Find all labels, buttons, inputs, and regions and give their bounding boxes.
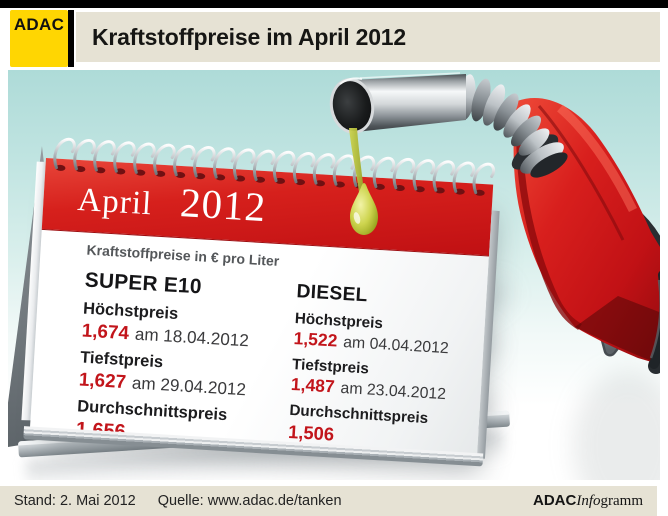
footer-bar: Stand: 2. Mai 2012 Quelle: www.adac.de/t… xyxy=(0,486,657,516)
footer-source: Quelle: www.adac.de/tanken xyxy=(157,493,342,509)
low-price-value: 1,627 xyxy=(78,368,127,393)
nozzle-spout xyxy=(329,72,466,134)
top-black-bar xyxy=(0,0,668,8)
footer-date: Stand: 2. Mai 2012 xyxy=(14,493,136,509)
low-price-date: am 29.04.2012 xyxy=(131,373,247,400)
desk-calendar: April 2012 Kraftstoffpreise in € pro Lit… xyxy=(21,136,500,467)
fuel-type-title: SUPER E10 xyxy=(84,268,203,299)
nozzle-bellows xyxy=(458,74,550,156)
brand-suffix: gramm xyxy=(600,493,644,509)
low-price-value: 1,487 xyxy=(290,373,336,397)
wall-shadow xyxy=(573,370,660,480)
calendar-year: 2012 xyxy=(178,179,268,231)
title-bar: Kraftstoffpreise im April 2012 xyxy=(76,12,660,62)
low-price-date: am 23.04.2012 xyxy=(340,379,447,404)
calendar-month: April xyxy=(76,181,154,223)
nozzle-red-body xyxy=(513,97,660,363)
nozzle-trigger-guard xyxy=(578,249,655,357)
adac-logo-text: ADAC xyxy=(13,15,65,34)
calendar-page: April 2012 Kraftstoffpreise in € pro Lit… xyxy=(23,158,500,467)
brand-adac: ADAC xyxy=(532,492,577,509)
adac-logo: ADAC xyxy=(10,10,68,67)
footer-meta: Stand: 2. Mai 2012 Quelle: www.adac.de/t… xyxy=(0,493,342,509)
brand-info: Info xyxy=(576,493,601,509)
page-title: Kraftstoffpreise im April 2012 xyxy=(92,24,406,50)
logo-divider xyxy=(68,10,74,67)
high-price-value: 1,522 xyxy=(293,328,338,351)
footer-brand: ADACInfogramm xyxy=(533,492,657,510)
fuel-hose xyxy=(618,202,660,374)
fuel-hose xyxy=(649,271,660,369)
column-diesel: DIESEL Höchstpreis 1,522 am 04.04.2012 Ti… xyxy=(287,281,469,464)
hose-highlight xyxy=(649,279,660,359)
high-price-date: am 18.04.2012 xyxy=(134,324,250,351)
high-price-date: am 04.04.2012 xyxy=(342,333,450,358)
illustration-panel: April 2012 Kraftstoffpreise in € pro Lit… xyxy=(8,70,660,480)
column-super-e10: SUPER E10 Höchstpreis 1,674 am 18.04.2012… xyxy=(75,269,273,453)
nozzle-collar xyxy=(511,134,568,178)
fuel-type-title: DIESEL xyxy=(295,281,369,307)
high-price-value: 1,674 xyxy=(81,319,130,344)
